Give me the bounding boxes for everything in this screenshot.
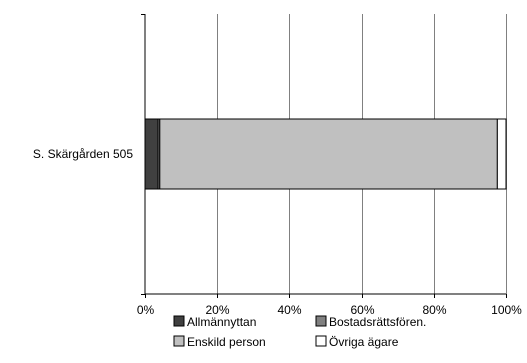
axes — [144, 14, 506, 295]
legend-swatch — [315, 335, 327, 347]
bar-segment — [496, 118, 507, 190]
x-tick-label: 60% — [350, 303, 374, 317]
legend-swatch — [173, 315, 185, 327]
x-tick-label: 80% — [422, 303, 446, 317]
x-tick-label: 40% — [277, 303, 301, 317]
bar-segment — [159, 118, 498, 190]
bars — [144, 118, 507, 190]
x-tick-label: 0% — [137, 303, 155, 317]
legend-label: Enskild person — [187, 335, 266, 349]
legend-label: Allmännyttan — [187, 315, 256, 329]
legend-swatch — [315, 315, 327, 327]
category-label: S. Skärgården 505 — [33, 147, 133, 161]
x-tick-label: 100% — [491, 303, 522, 317]
legend-label: Övriga ägare — [329, 335, 399, 349]
legend: Allmännyttan Bostadsrättsfören. Enskild pe… — [173, 315, 426, 349]
bar-segment — [144, 118, 159, 190]
category-labels: S. Skärgården 505 — [33, 147, 133, 161]
legend-swatch — [173, 335, 185, 347]
x-tick-label: 20% — [205, 303, 229, 317]
legend-label: Bostadsrättsfören. — [329, 315, 426, 329]
tick-labels: 0% 20% 40% 60% 80% 100% — [137, 14, 522, 317]
